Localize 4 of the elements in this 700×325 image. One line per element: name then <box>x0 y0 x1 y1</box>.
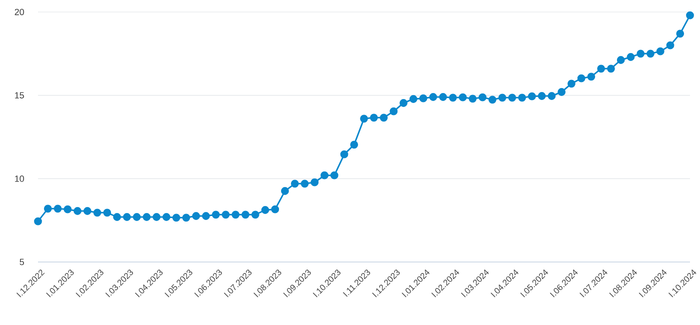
y-tick-label: 10 <box>15 175 24 182</box>
y-tick-label: 15 <box>15 92 24 98</box>
y-tick-label: 20 <box>14 8 24 16</box>
y-tick-label: 5 <box>20 258 24 266</box>
